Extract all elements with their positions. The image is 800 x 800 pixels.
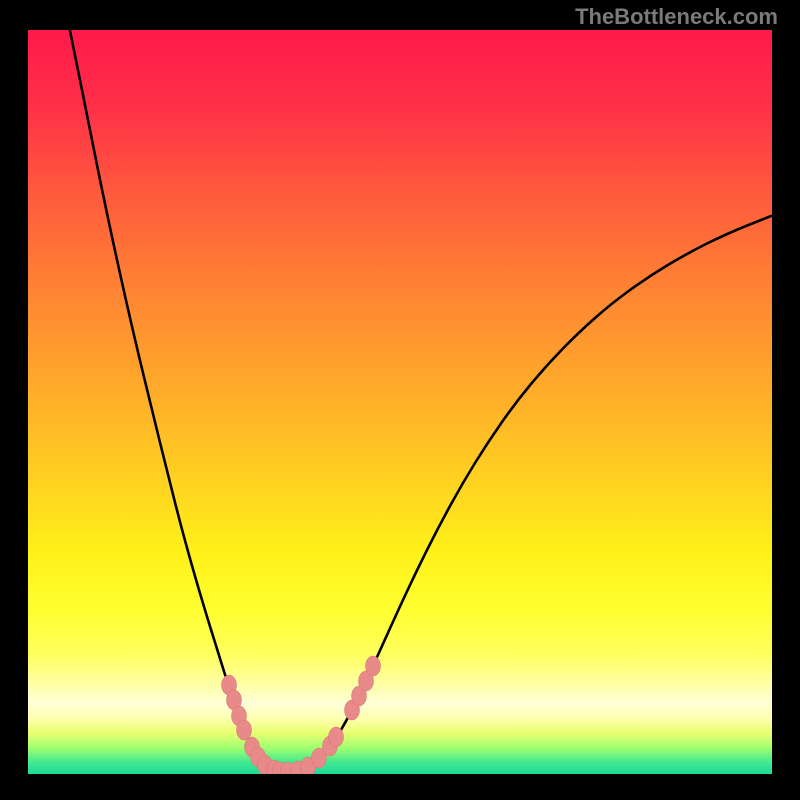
gradient-background [28,30,772,774]
marker-point [329,727,344,747]
marker-point [237,720,252,740]
chart-svg [0,0,800,800]
watermark-text: TheBottleneck.com [575,4,778,30]
chart-container: TheBottleneck.com [0,0,800,800]
marker-point [366,656,381,676]
